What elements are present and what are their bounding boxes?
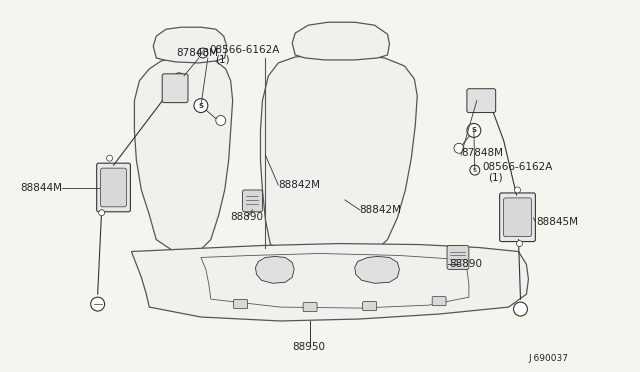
Polygon shape — [201, 253, 469, 308]
Polygon shape — [355, 256, 399, 283]
Circle shape — [454, 143, 464, 153]
Circle shape — [99, 210, 104, 216]
Text: (1): (1) — [215, 55, 229, 65]
Circle shape — [467, 124, 481, 137]
Polygon shape — [255, 256, 294, 283]
Text: S: S — [201, 51, 205, 55]
FancyBboxPatch shape — [303, 302, 317, 312]
Polygon shape — [134, 58, 233, 251]
Text: S: S — [473, 168, 477, 173]
FancyBboxPatch shape — [467, 89, 495, 113]
FancyBboxPatch shape — [97, 163, 131, 212]
Text: 08566-6162A: 08566-6162A — [483, 162, 553, 172]
Circle shape — [91, 297, 104, 311]
Text: 88844M: 88844M — [20, 183, 62, 193]
FancyBboxPatch shape — [363, 302, 376, 311]
Text: (1): (1) — [488, 172, 502, 182]
Circle shape — [513, 302, 527, 316]
Text: 88890: 88890 — [449, 259, 482, 269]
Text: S: S — [198, 103, 204, 109]
Circle shape — [173, 73, 185, 85]
Text: J 690037: J 690037 — [529, 354, 568, 363]
Text: 87848M: 87848M — [176, 48, 218, 58]
Polygon shape — [131, 244, 529, 321]
Text: 08566-6162A: 08566-6162A — [210, 45, 280, 55]
Circle shape — [194, 99, 208, 113]
Text: S: S — [471, 128, 476, 134]
Circle shape — [516, 241, 522, 247]
Text: 88842M: 88842M — [360, 205, 402, 215]
FancyBboxPatch shape — [234, 299, 248, 309]
FancyBboxPatch shape — [100, 168, 127, 207]
Circle shape — [107, 155, 113, 161]
Text: 88890: 88890 — [230, 212, 264, 222]
Polygon shape — [292, 22, 390, 60]
Polygon shape — [153, 27, 227, 63]
Circle shape — [515, 187, 520, 193]
FancyBboxPatch shape — [504, 198, 531, 237]
FancyBboxPatch shape — [447, 246, 469, 269]
FancyBboxPatch shape — [243, 190, 262, 212]
FancyBboxPatch shape — [162, 74, 188, 103]
Text: 88845M: 88845M — [536, 217, 579, 227]
Text: 88842M: 88842M — [278, 180, 320, 190]
Text: 87848M: 87848M — [461, 148, 503, 158]
Text: 88950: 88950 — [292, 342, 325, 352]
Polygon shape — [260, 55, 417, 257]
Circle shape — [483, 95, 495, 107]
Circle shape — [216, 116, 226, 125]
FancyBboxPatch shape — [432, 296, 446, 306]
FancyBboxPatch shape — [500, 193, 536, 241]
